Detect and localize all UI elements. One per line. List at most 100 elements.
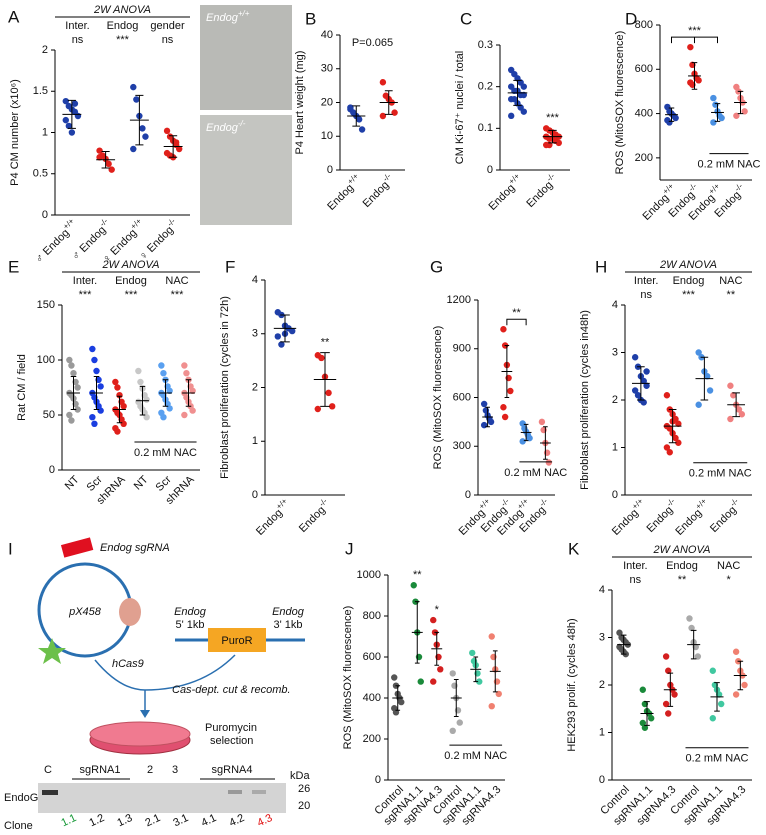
data-point bbox=[545, 459, 553, 466]
data-point bbox=[74, 384, 81, 391]
x-tick-label: NT bbox=[132, 473, 151, 492]
data-point bbox=[65, 122, 73, 130]
data-point bbox=[687, 43, 694, 51]
y-tick-label: 900 bbox=[453, 343, 471, 355]
treatment-label: 0.2 mM NAC bbox=[689, 468, 752, 480]
y-tick-label: 2 bbox=[612, 394, 618, 406]
data-point bbox=[488, 633, 495, 640]
significance-label: *** bbox=[546, 112, 560, 124]
data-point bbox=[520, 83, 527, 90]
x-tick-label: NT bbox=[63, 473, 82, 492]
clone-title: Clone bbox=[4, 820, 33, 832]
x-tick-label: Endog-/- bbox=[522, 171, 561, 210]
y-tick-label: 4 bbox=[612, 299, 618, 311]
panel-letter: D bbox=[625, 9, 637, 28]
panel-i: I Endog sgRNA pX458 hCas9 PuroR Endog 5'… bbox=[4, 537, 310, 832]
y-tick-label: 2 bbox=[252, 381, 258, 393]
data-point bbox=[437, 666, 444, 673]
data-point bbox=[112, 378, 119, 386]
lane-label: 2 bbox=[147, 764, 153, 776]
data-point bbox=[555, 139, 562, 147]
y-tick-label: 0.2 bbox=[478, 81, 493, 93]
data-point bbox=[704, 373, 711, 380]
clone-label: 1.3 bbox=[115, 812, 134, 829]
error-bar bbox=[513, 79, 522, 106]
data-point bbox=[133, 96, 140, 103]
y-tick-label: 0 bbox=[612, 489, 618, 501]
anova-result: * bbox=[727, 574, 732, 586]
cas-element bbox=[119, 598, 141, 626]
data-point bbox=[93, 367, 100, 375]
data-point bbox=[648, 715, 655, 722]
y-tick-label: 1 bbox=[599, 726, 605, 738]
data-point bbox=[158, 362, 165, 369]
error-bar bbox=[169, 135, 178, 158]
band bbox=[252, 790, 266, 794]
blot bbox=[38, 783, 286, 813]
label: 3' 1kb bbox=[273, 619, 302, 631]
y-tick-label: 3 bbox=[252, 328, 258, 340]
error-bar bbox=[280, 314, 290, 343]
data-point bbox=[278, 341, 285, 348]
data-point bbox=[695, 77, 702, 84]
data-point bbox=[318, 354, 325, 362]
y-tick-label: 400 bbox=[635, 107, 653, 119]
data-point bbox=[735, 406, 743, 413]
error-bar bbox=[485, 406, 490, 428]
data-point bbox=[710, 119, 717, 126]
data-point bbox=[166, 405, 173, 412]
data-point bbox=[430, 616, 437, 624]
data-point bbox=[694, 653, 702, 660]
data-point bbox=[639, 686, 646, 693]
lane-label: sgRNA1 bbox=[80, 764, 121, 776]
panel-letter: F bbox=[225, 257, 235, 276]
error-bar bbox=[185, 379, 192, 407]
data-point bbox=[137, 378, 144, 386]
y-tick-label: 600 bbox=[363, 651, 381, 663]
label: hCas9 bbox=[112, 658, 144, 670]
data-point bbox=[519, 438, 526, 445]
y-tick-label: 2 bbox=[599, 679, 605, 691]
puror-box bbox=[208, 628, 266, 652]
data-point bbox=[709, 715, 716, 722]
y-tick-label: 50 bbox=[43, 409, 55, 421]
dish bbox=[89, 721, 191, 747]
y-tick-label: 0 bbox=[465, 489, 471, 501]
data-point bbox=[671, 691, 678, 698]
data-point bbox=[139, 125, 146, 132]
clone-label: 4.3 bbox=[255, 812, 274, 829]
clone-label: 1.2 bbox=[87, 812, 106, 829]
anova-title: 2W ANOVA bbox=[659, 259, 717, 271]
y-axis-label: ROS (MitoSOX fluorescence) bbox=[342, 606, 354, 750]
data-point bbox=[89, 414, 96, 421]
error-bar bbox=[67, 99, 76, 129]
size-label: 20 bbox=[298, 800, 310, 812]
y-tick-label: 800 bbox=[635, 19, 653, 31]
data-point bbox=[540, 426, 547, 434]
data-point bbox=[666, 449, 673, 456]
size-label: 26 bbox=[298, 783, 310, 795]
error-bar bbox=[70, 376, 77, 410]
data-point bbox=[706, 387, 714, 394]
y-tick-label: 0 bbox=[487, 164, 493, 176]
y-axis-label: P4 CM number (x10⁶) bbox=[9, 79, 21, 186]
x-tick-label: Endog-/- bbox=[358, 171, 397, 210]
data-point bbox=[74, 406, 81, 413]
error-bar bbox=[384, 90, 393, 115]
panel-letter: E bbox=[8, 257, 19, 276]
y-tick-label: 4 bbox=[252, 274, 258, 286]
error-bar bbox=[690, 629, 697, 660]
data-point bbox=[727, 382, 734, 389]
panel-letter: A bbox=[8, 7, 20, 26]
anova-factor: Endog bbox=[666, 560, 698, 572]
data-point bbox=[456, 719, 463, 726]
x-tick-label: Endog+/+ bbox=[608, 496, 650, 538]
error-bar bbox=[700, 356, 709, 401]
data-point bbox=[66, 356, 73, 364]
significance-label: ** bbox=[413, 569, 422, 581]
data-point bbox=[160, 414, 167, 421]
anova-result: *** bbox=[125, 289, 139, 301]
data-point bbox=[163, 127, 171, 135]
data-point bbox=[666, 425, 673, 432]
anova-factor: Endog bbox=[107, 20, 139, 32]
